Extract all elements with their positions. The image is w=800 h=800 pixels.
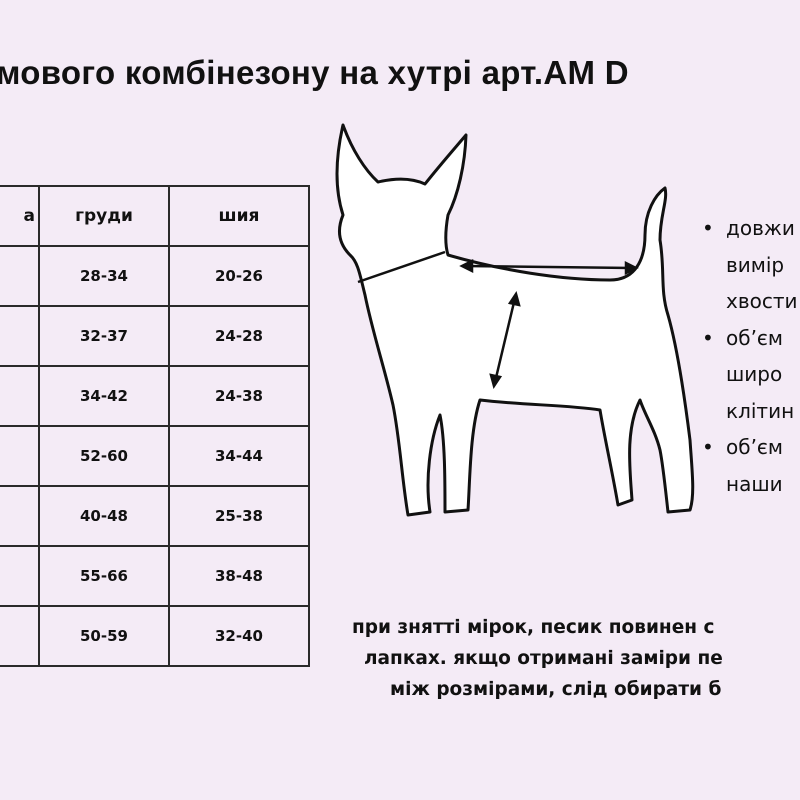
neck-cell: 38-48 xyxy=(168,545,310,607)
dog-measurement-illustration xyxy=(335,123,695,517)
chest-cell: 55-66 xyxy=(38,545,170,607)
size-table: а груди шия 28-34 20-26 32-37 24-28 34-42 24-… xyxy=(0,185,310,667)
table-header-row: а груди шия xyxy=(0,185,310,247)
size-cell xyxy=(0,545,40,607)
column-header-neck: шия xyxy=(168,185,310,247)
neck-cell: 20-26 xyxy=(168,245,310,307)
bullet-icon: • xyxy=(702,325,714,350)
chest-cell: 32-37 xyxy=(38,305,170,367)
bullet-text: широ xyxy=(726,362,783,386)
table-row: 28-34 20-26 xyxy=(0,245,310,307)
size-cell xyxy=(0,425,40,487)
bullet-line: • довжи xyxy=(702,210,798,247)
bullet-text: об’єм xyxy=(726,325,783,350)
neck-cell: 32-40 xyxy=(168,605,310,667)
bullet-text: хвости xyxy=(726,289,798,313)
chest-cell: 52-60 xyxy=(38,425,170,487)
bullet-text: клітин xyxy=(726,398,795,423)
bullet-line: • об’єм xyxy=(702,429,798,466)
bullet-icon: • xyxy=(702,435,714,459)
note-line: лапках. якщо отримані заміри пе xyxy=(364,648,723,669)
bullet-line: наши xyxy=(702,466,798,503)
measurement-note: при знятті мірок, песик повинен с лапках… xyxy=(352,612,723,705)
size-cell xyxy=(0,605,40,667)
neck-cell: 24-38 xyxy=(168,365,310,427)
table-row: 55-66 38-48 xyxy=(0,545,310,607)
bullet-line: хвости xyxy=(702,283,798,320)
chest-cell: 40-48 xyxy=(38,485,170,547)
bullet-text: наши xyxy=(726,471,783,496)
size-cell xyxy=(0,485,40,547)
note-line: при знятті мірок, песик повинен с xyxy=(352,617,715,638)
bullet-line: вимір xyxy=(702,247,798,284)
chest-cell: 34-42 xyxy=(38,365,170,427)
size-cell xyxy=(0,245,40,307)
column-header-chest: груди xyxy=(38,185,170,247)
table-row: 34-42 24-38 xyxy=(0,365,310,427)
column-header: а xyxy=(0,185,40,247)
chest-cell: 50-59 xyxy=(38,605,170,667)
bullet-line: • об’єм xyxy=(702,320,798,357)
neck-cell: 24-28 xyxy=(168,305,310,367)
neck-cell: 34-44 xyxy=(168,425,310,487)
bullet-text: довжи xyxy=(726,216,795,240)
bullet-text: вимір xyxy=(726,252,785,277)
table-row: 32-37 24-28 xyxy=(0,305,310,367)
table-row: 50-59 32-40 xyxy=(0,605,310,667)
page-title: мового комбінезону на хутрі арт.АМ D xyxy=(0,54,629,91)
dog-silhouette xyxy=(335,123,695,517)
size-cell xyxy=(0,305,40,367)
table-row: 52-60 34-44 xyxy=(0,425,310,487)
bullet-text: об’єм xyxy=(726,435,783,459)
chest-cell: 28-34 xyxy=(38,245,170,307)
table-row: 40-48 25-38 xyxy=(0,485,310,547)
measurement-arrows xyxy=(357,250,639,389)
bullet-line: широ xyxy=(702,356,798,393)
bullet-line: клітин xyxy=(702,393,798,430)
bullet-icon: • xyxy=(702,216,714,240)
note-line: між розмірами, слід обирати б xyxy=(390,679,722,700)
measurement-instructions: • довжи вимір хвости • об’єм широ клітин • об’єм н… xyxy=(702,210,798,502)
size-cell xyxy=(0,365,40,427)
neck-cell: 25-38 xyxy=(168,485,310,547)
